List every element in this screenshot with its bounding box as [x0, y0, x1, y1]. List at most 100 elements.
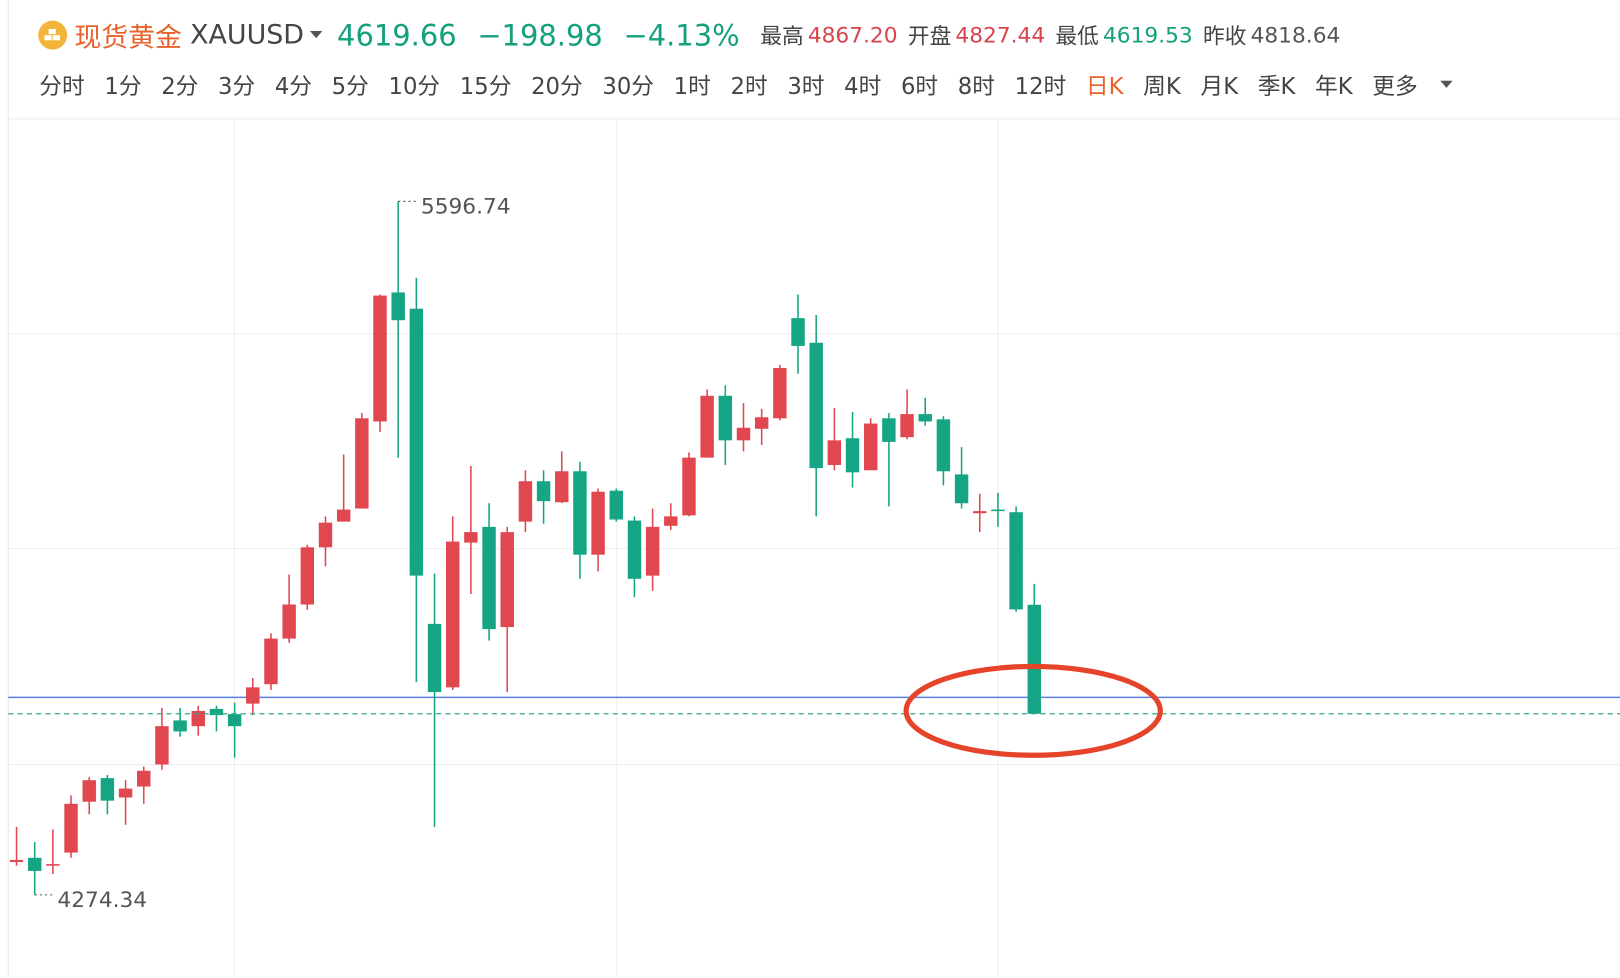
candle-body: [791, 318, 805, 346]
candle-body: [609, 490, 623, 520]
tab[interactable]: 12时: [1014, 74, 1067, 101]
timeframe-tabs: 分时 1分 2分 3分 4分 5分 10分 15分 20分 30分 1时 2时 3时 4时 6时 8时 12时日…: [39, 66, 1454, 103]
tab[interactable]: 月K: [1200, 74, 1239, 101]
candle-body: [936, 419, 951, 472]
candle-body: [845, 438, 860, 473]
change: −198.98: [477, 18, 603, 53]
candle-body: [155, 726, 169, 765]
candle-body: [700, 395, 714, 458]
low-label: 4274.34: [57, 888, 147, 913]
tab[interactable]: 3分: [218, 74, 256, 101]
candle-body: [863, 423, 878, 471]
stat-label: 昨收: [1203, 23, 1247, 49]
candle-body: [409, 308, 424, 576]
tab[interactable]: 4分: [274, 74, 313, 101]
candle-body: [246, 687, 260, 704]
candle-body: [627, 520, 642, 579]
tab[interactable]: 6时: [900, 74, 939, 101]
tab[interactable]: 季K: [1257, 74, 1296, 101]
tab[interactable]: 1分: [104, 74, 142, 101]
gold-icon: [38, 20, 68, 50]
tab[interactable]: 分时: [39, 74, 85, 101]
candle-body: [445, 541, 460, 688]
candle-body: [137, 770, 151, 787]
stats: 最高 4867.20 开盘 4827.44 最低 4619.53 昨收 4818.64: [760, 20, 1350, 51]
candle-body: [754, 417, 769, 429]
candle-body: [555, 471, 569, 503]
instrument-name: 现货黄金: [74, 22, 182, 54]
candle-body: [882, 418, 896, 442]
candle-body: [773, 367, 787, 419]
more-arrow[interactable]: [1437, 80, 1454, 89]
candle-body: [173, 720, 187, 732]
candle-body: [82, 780, 96, 802]
stat-value: 4818.64: [1250, 22, 1341, 48]
candle-body: [282, 604, 296, 639]
candle-body: [227, 714, 242, 727]
candle-body: [264, 638, 278, 685]
tab[interactable]: 20分: [531, 74, 583, 101]
tab[interactable]: 3时: [787, 74, 825, 101]
stat-value: 4827.44: [955, 22, 1046, 48]
tab[interactable]: 15分: [459, 74, 512, 101]
stat-label: 开盘: [907, 23, 952, 49]
candle-body: [991, 509, 1005, 512]
candle-body: [355, 418, 369, 509]
tab[interactable]: 2分: [161, 74, 199, 101]
candle-body: [27, 857, 42, 871]
candle-body: [373, 295, 387, 422]
candle-body: [573, 471, 587, 555]
candle-body: [809, 342, 823, 469]
candle-body: [391, 292, 405, 321]
dropdown-arrow[interactable]: [310, 30, 323, 39]
tab[interactable]: 周K: [1143, 74, 1181, 101]
candle-body: [954, 474, 969, 504]
candle-body: [318, 522, 333, 548]
tab[interactable]: 1时: [673, 74, 711, 101]
candle-body: [64, 803, 78, 853]
candle-body: [191, 710, 205, 727]
candle-body: [1009, 512, 1023, 610]
candle-body: [536, 481, 551, 502]
tab[interactable]: 30分: [602, 74, 655, 101]
candle-body: [827, 440, 842, 465]
change-pct: −4.13%: [623, 18, 740, 53]
candle-body: [300, 547, 315, 605]
candle-body: [500, 532, 514, 628]
candle-body: [1027, 604, 1041, 714]
symbol[interactable]: XAUUSD: [190, 19, 304, 51]
header: 现货黄金 XAUUSD 4619.66 −198.98 −4.13% 最高 486…: [37, 14, 1350, 55]
candle-body: [973, 511, 987, 514]
tab[interactable]: 10分: [388, 74, 441, 101]
candle-body: [682, 457, 696, 516]
candle-body: [46, 864, 60, 866]
stat-label: 最高: [760, 23, 804, 49]
tab[interactable]: 2时: [730, 74, 768, 101]
candle-body: [118, 788, 133, 798]
candle-body: [918, 414, 932, 422]
stat-value: 4867.20: [807, 22, 898, 48]
stat-value: 4619.53: [1102, 22, 1193, 48]
candle-body: [427, 623, 442, 693]
tab[interactable]: 5分: [331, 74, 369, 101]
candle-body: [645, 526, 660, 576]
stat-label: 最低: [1055, 23, 1099, 49]
tab[interactable]: 4时: [844, 74, 882, 101]
candle-body: [482, 526, 496, 630]
candle-body: [900, 414, 914, 438]
candle-body: [736, 427, 751, 441]
candle-body: [718, 395, 733, 441]
tab[interactable]: 更多: [1372, 74, 1418, 101]
tab[interactable]: 年K: [1315, 74, 1353, 101]
candle-body: [518, 481, 533, 522]
candle-body: [464, 532, 478, 543]
price: 4619.66: [337, 18, 457, 53]
tab[interactable]: 8时: [957, 74, 995, 101]
candle-body: [664, 516, 678, 526]
candle-body: [209, 708, 224, 716]
candle-body: [591, 491, 605, 555]
tab[interactable]: 日K: [1085, 74, 1124, 101]
